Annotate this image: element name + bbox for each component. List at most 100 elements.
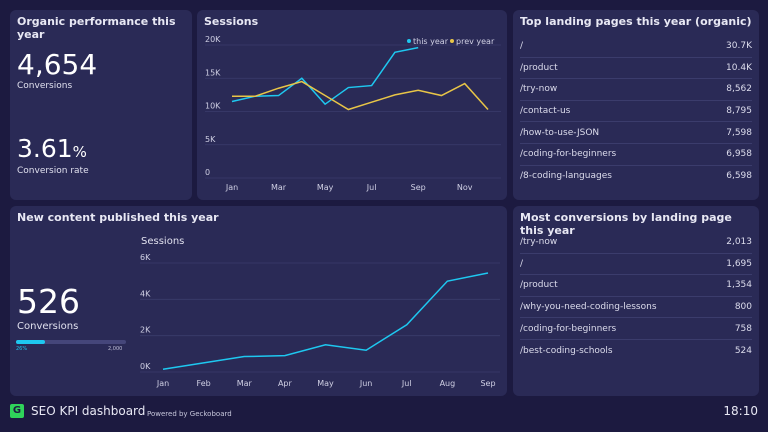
list-item: /why-you-need-coding-lessons 800 <box>520 297 752 319</box>
list-item: / 1,695 <box>520 254 752 276</box>
page-value: 2,013 <box>726 237 752 248</box>
x-tick-label: Jul <box>366 183 377 192</box>
page-path: /coding-for-beginners <box>520 149 617 160</box>
sessions-card: Sessions 0 5K 10K 15K 20K Jan Mar May Jul Sep Nov t… <box>197 10 507 200</box>
card-title: Most conversions by landing page this ye… <box>520 211 732 237</box>
x-tick-label: Jan <box>225 183 238 192</box>
x-tick-label: Jun <box>359 379 373 388</box>
y-tick-label: 0 <box>205 168 210 177</box>
content-sessions-chart: 0K 2K 4K 6K Jan Feb Mar Apr May Jun Jul Aug Sep <box>140 253 500 388</box>
progress-goal: 2,000 <box>108 346 123 352</box>
list-item: /8-coding-languages 6,598 <box>520 166 752 188</box>
x-tick-label: Feb <box>197 379 211 388</box>
y-tick-label: 10K <box>205 102 221 111</box>
page-value: 524 <box>734 345 752 356</box>
page-path: /8-coding-languages <box>520 171 612 182</box>
list-item: /how-to-use-JSON 7,598 <box>520 122 752 144</box>
y-tick-label: 0K <box>140 362 151 371</box>
list-item: / 30.7K <box>520 36 752 58</box>
list-item: /best-coding-schools 524 <box>520 340 752 362</box>
page-path: /try-now <box>520 237 558 248</box>
conversions-label: Conversions <box>17 81 73 91</box>
progress-fill <box>16 340 45 344</box>
card-title: Top landing pages this year (organic) <box>520 15 752 28</box>
list-item: /product 1,354 <box>520 275 752 297</box>
y-tick-label: 15K <box>205 68 221 77</box>
rate-unit: % <box>72 143 87 161</box>
footer: G SEO KPI dashboard Powered by Geckoboar… <box>0 400 768 432</box>
series-line-this-year <box>231 46 419 106</box>
list-item: /try-now 8,562 <box>520 79 752 101</box>
powered-by: Powered by Geckoboard <box>147 410 232 418</box>
x-tick-label: Mar <box>271 183 287 192</box>
progress-percent: 26% <box>16 346 28 352</box>
page-value: 6,958 <box>726 149 752 160</box>
new-content-card: New content published this year 526 Conv… <box>10 206 507 396</box>
x-tick-label: May <box>317 379 334 388</box>
page-path: /coding-for-beginners <box>520 323 617 334</box>
series-line-sessions <box>162 272 489 371</box>
goal-progress-bar <box>16 340 126 344</box>
list-item: /try-now 2,013 <box>520 232 752 254</box>
x-tick-label: Mar <box>237 379 253 388</box>
list-item: /coding-for-beginners 758 <box>520 318 752 340</box>
legend-label: this year <box>413 37 449 46</box>
page-path: /best-coding-schools <box>520 345 613 356</box>
chart-title: Sessions <box>141 236 185 247</box>
conversion-rate: 3.61% <box>17 134 87 163</box>
x-tick-label: Jan <box>156 379 169 388</box>
x-tick-label: Jul <box>401 379 412 388</box>
geckoboard-logo-icon: G <box>10 404 24 418</box>
legend-dot <box>450 39 454 43</box>
x-tick-label: Aug <box>440 379 456 388</box>
page-value: 10.4K <box>726 62 752 73</box>
page-path: /product <box>520 62 558 73</box>
legend-dot <box>407 39 411 43</box>
conversions-value: 4,654 <box>17 48 98 81</box>
legend-label: prev year <box>456 37 495 46</box>
rate-value: 3.61 <box>17 134 73 163</box>
list-item: /contact-us 8,795 <box>520 101 752 123</box>
organic-performance-card: Organic performance this year 4,654 Conv… <box>10 10 192 200</box>
page-value: 30.7K <box>726 41 752 52</box>
y-tick-label: 6K <box>140 253 151 262</box>
x-tick-label: Sep <box>411 183 426 192</box>
page-path: /contact-us <box>520 106 571 117</box>
y-tick-label: 4K <box>140 289 151 298</box>
page-path: / <box>520 41 524 52</box>
card-title: Organic performance this year <box>17 15 176 41</box>
x-tick-label: May <box>317 183 334 192</box>
top-landing-pages-card: Top landing pages this year (organic) / 3… <box>513 10 759 200</box>
y-tick-label: 2K <box>140 326 151 335</box>
page-path: / <box>520 258 524 269</box>
content-value: 526 <box>17 282 80 321</box>
x-tick-label: Apr <box>278 379 293 388</box>
x-tick-label: Nov <box>457 183 473 192</box>
page-value: 800 <box>734 302 752 313</box>
series-line-prev-year <box>232 80 489 111</box>
list-item: /product 10.4K <box>520 58 752 80</box>
sessions-chart: 0 5K 10K 15K 20K Jan Mar May Jul Sep Nov this year p… <box>205 35 501 192</box>
clock: 18:10 <box>723 404 758 418</box>
page-value: 758 <box>734 323 752 334</box>
page-value: 6,598 <box>726 171 752 182</box>
page-path: /how-to-use-JSON <box>520 127 600 138</box>
page-value: 1,695 <box>726 258 752 269</box>
page-value: 1,354 <box>726 280 752 291</box>
page-value: 8,795 <box>726 106 752 117</box>
page-value: 8,562 <box>726 84 752 95</box>
page-path: /try-now <box>520 84 558 95</box>
conversions-by-page-card: Most conversions by landing page this ye… <box>513 206 759 396</box>
content-value-label: Conversions <box>17 321 79 332</box>
conversion-rate-label: Conversion rate <box>17 166 89 176</box>
dashboard-title: SEO KPI dashboard <box>31 404 146 418</box>
card-title: New content published this year <box>17 211 219 224</box>
list-item: /coding-for-beginners 6,958 <box>520 144 752 166</box>
card-title: Sessions <box>204 15 259 28</box>
y-tick-label: 5K <box>205 135 216 144</box>
page-value: 7,598 <box>726 127 752 138</box>
x-tick-label: Sep <box>480 379 495 388</box>
page-path: /product <box>520 280 558 291</box>
y-tick-label: 20K <box>205 35 221 44</box>
page-path: /why-you-need-coding-lessons <box>520 302 657 313</box>
